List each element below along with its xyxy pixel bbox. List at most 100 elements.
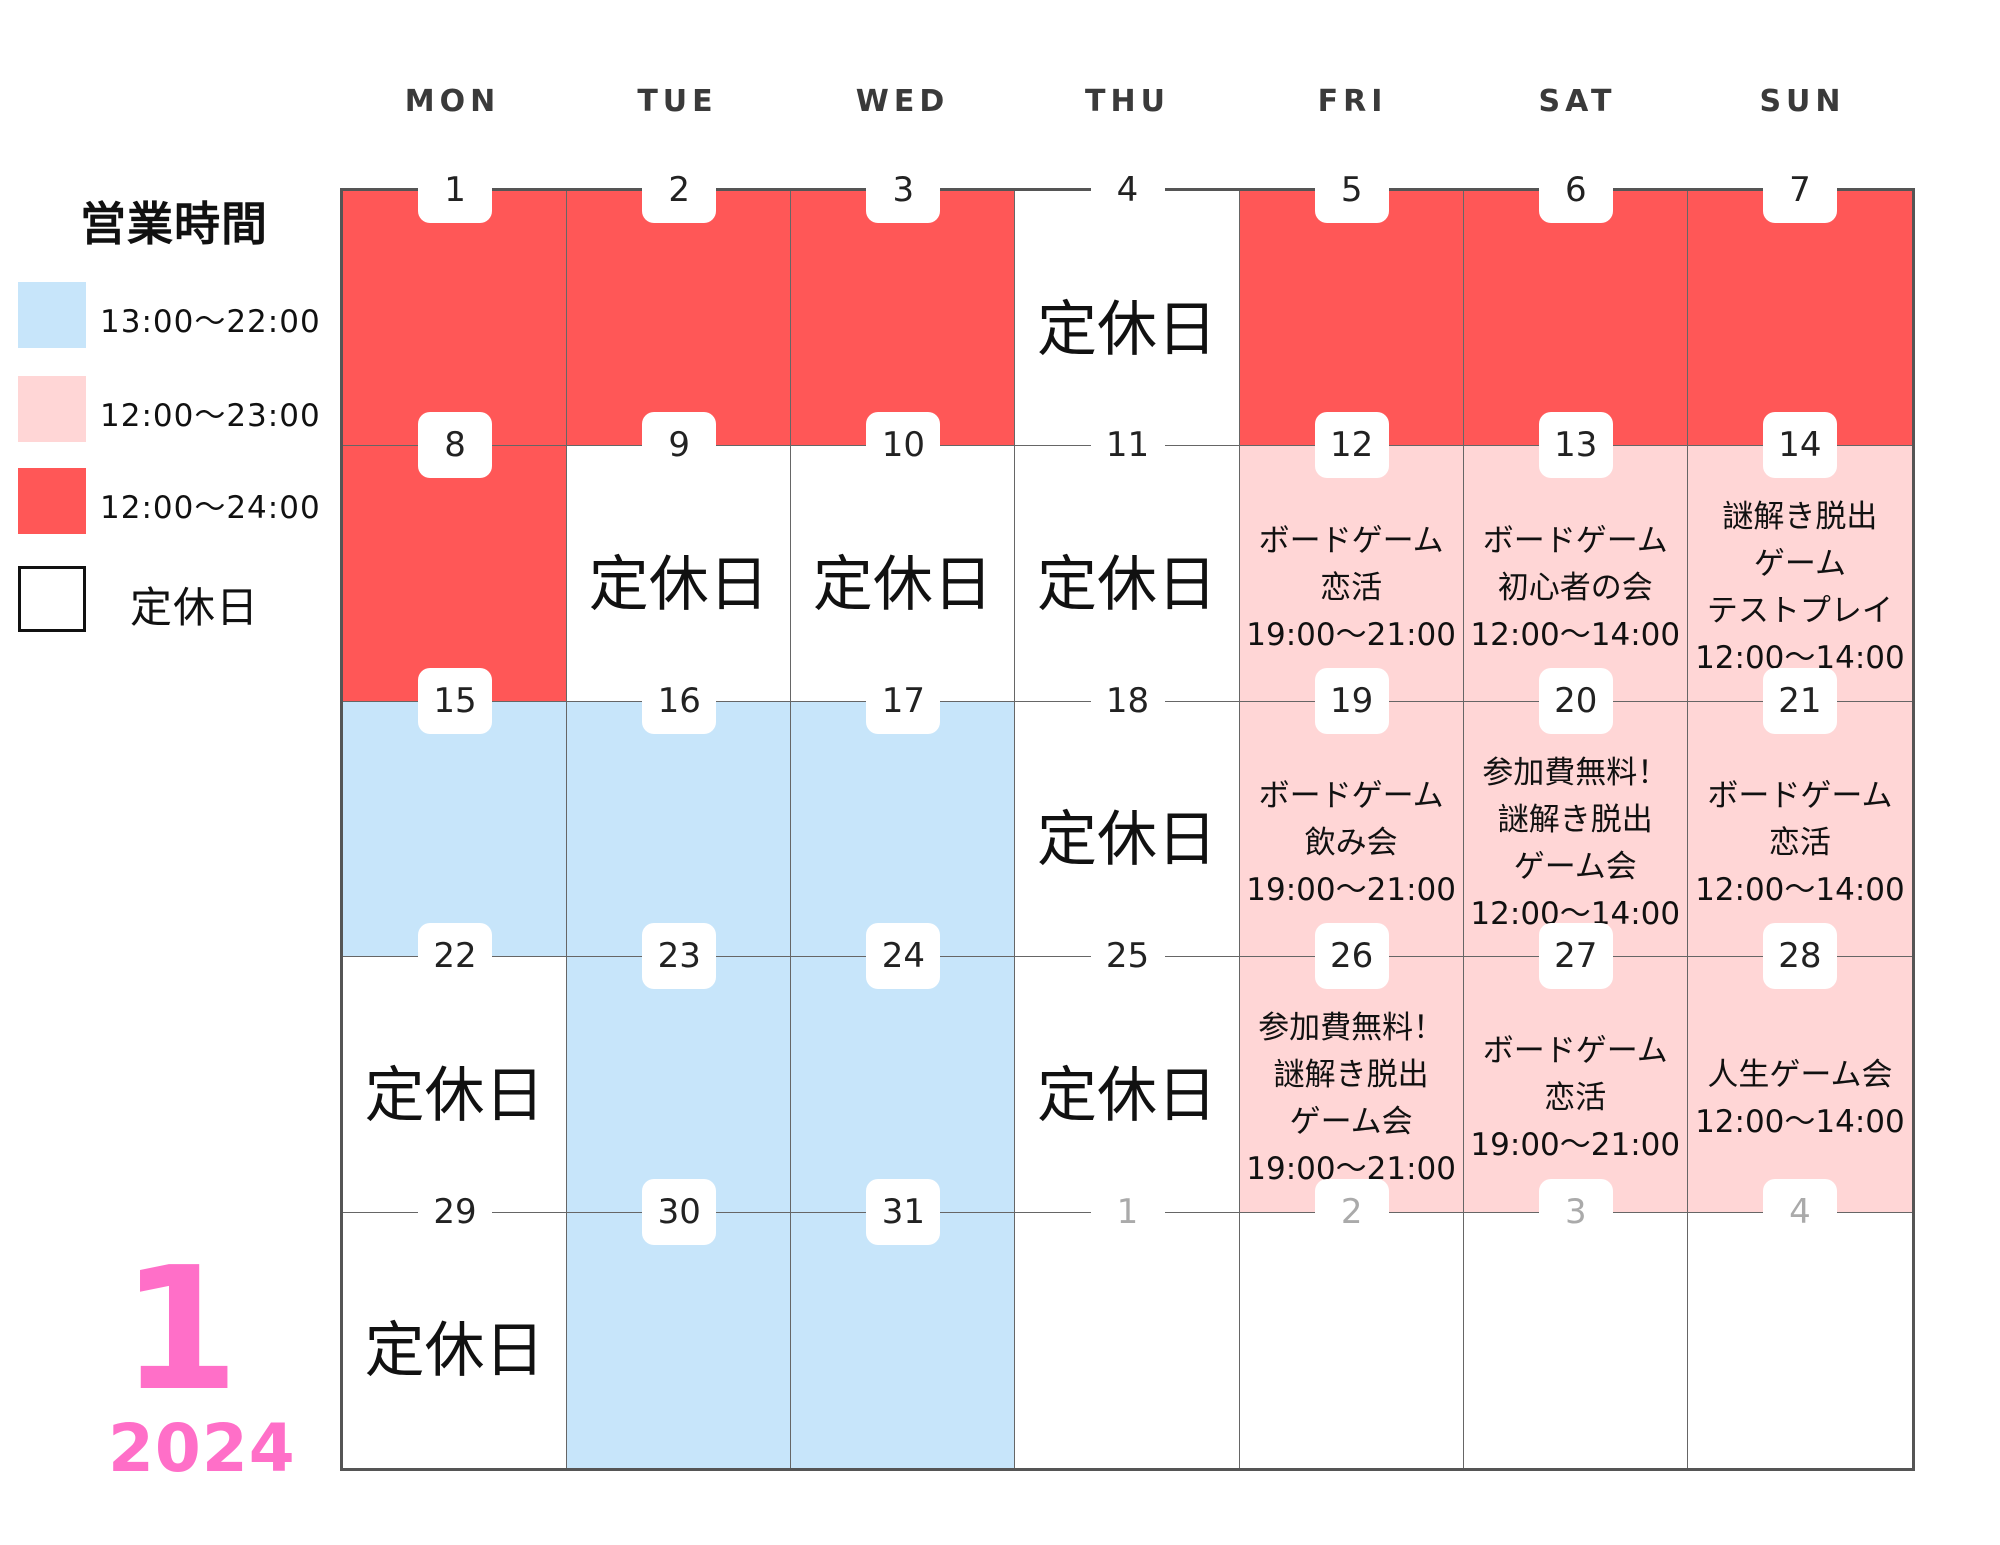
calendar-day-cell[interactable]: ボードゲーム 飲み会 19:00〜21:00 [1239, 701, 1464, 958]
day-number: 23 [642, 923, 717, 990]
event-line: 謎解き脱出 [1722, 499, 1878, 536]
event-line: ゲーム会 [1513, 848, 1637, 885]
calendar-day-cell[interactable] [567, 191, 792, 447]
event-line: 恋活 [1544, 1080, 1607, 1117]
day-number: 28 [1762, 923, 1837, 990]
calendar-day-cell[interactable] [567, 1212, 792, 1468]
event-description: 人生ゲーム会 12:00〜14:00 [1688, 1052, 1912, 1146]
calendar-day-cell[interactable]: 参加費無料！ 謎解き脱出 ゲーム会 12:00〜14:00 [1463, 701, 1688, 958]
calendar-day-cell[interactable] [1239, 1212, 1464, 1468]
legend-swatch-red [18, 468, 86, 534]
event-line: 19:00〜21:00 [1246, 871, 1456, 908]
calendar-day-cell[interactable]: ボードゲーム 初心者の会 12:00〜14:00 [1463, 446, 1688, 702]
event-line: 恋活 [1768, 824, 1831, 861]
calendar-day-cell[interactable]: 定休日 [1015, 446, 1240, 702]
day-number: 4 [1762, 1178, 1837, 1245]
calendar-day-cell[interactable]: 参加費無料！ 謎解き脱出 ゲーム会 19:00〜21:00 [1239, 957, 1464, 1213]
day-number: 18 [1090, 667, 1165, 734]
event-line: 参加費無料！ [1482, 754, 1669, 791]
day-number: 15 [418, 667, 493, 734]
calendar-day-cell[interactable] [343, 191, 568, 447]
weekday-mon: MON [404, 84, 501, 119]
calendar-day-cell[interactable] [343, 446, 568, 702]
year-label: 2024 [108, 1410, 296, 1487]
day-number: 1 [418, 157, 493, 223]
calendar-day-cell[interactable] [567, 957, 792, 1213]
calendar-day-cell[interactable]: 定休日 [343, 957, 568, 1213]
event-line: ボードゲーム [1482, 522, 1668, 559]
calendar-day-cell[interactable]: ボードゲーム 恋活 19:00〜21:00 [1239, 446, 1464, 702]
event-line: 飲み会 [1304, 824, 1398, 861]
weekday-sun: SUN [1759, 84, 1846, 119]
day-number: 13 [1538, 412, 1613, 479]
closed-day-label: 定休日 [1036, 550, 1217, 621]
weekday-sat: SAT [1538, 84, 1617, 119]
calendar-day-cell[interactable]: 定休日 [567, 446, 792, 702]
event-description: ボードゲーム 恋活 12:00〜14:00 [1688, 773, 1912, 914]
calendar-day-cell[interactable] [791, 957, 1016, 1213]
calendar-day-cell[interactable] [791, 191, 1016, 447]
day-number: 20 [1538, 667, 1613, 734]
calendar-day-cell[interactable]: 定休日 [343, 1212, 568, 1468]
day-number: 26 [1314, 923, 1389, 990]
day-number: 12 [1314, 412, 1389, 479]
calendar-grid: 1 2 3 定休日 4 5 6 7 8 定休日 9 定休日 10 定休日 11 ボードゲーム 恋活 19:00〜2… [340, 157, 1915, 1471]
calendar-day-cell[interactable] [1463, 1212, 1688, 1468]
day-number: 9 [642, 412, 717, 479]
day-number: 11 [1090, 412, 1165, 479]
day-number: 10 [866, 412, 941, 479]
event-line: テストプレイ [1706, 593, 1893, 630]
calendar-day-cell[interactable] [1463, 191, 1688, 447]
day-number: 3 [866, 157, 941, 223]
weekday-wed: WED [855, 84, 950, 119]
calendar-day-cell[interactable]: 定休日 [1015, 701, 1240, 958]
day-number: 16 [642, 667, 717, 734]
legend-swatch-closed [18, 566, 86, 632]
day-number: 19 [1314, 667, 1389, 734]
day-number: 1 [1090, 1178, 1165, 1245]
event-description: ボードゲーム 恋活 19:00〜21:00 [1464, 1028, 1687, 1169]
event-line: ボードゲーム [1707, 777, 1893, 814]
closed-day-label: 定休日 [1036, 805, 1217, 876]
day-number: 21 [1762, 667, 1837, 734]
calendar-day-cell[interactable]: 謎解き脱出 ゲーム テストプレイ 12:00〜14:00 [1687, 446, 1912, 702]
calendar-day-cell[interactable] [567, 701, 792, 958]
legend-label-blue: 13:00〜22:00 [100, 304, 321, 340]
event-line: 謎解き脱出 [1497, 801, 1653, 838]
legend-label-pink: 12:00〜23:00 [100, 398, 321, 434]
closed-day-label: 定休日 [364, 1316, 545, 1387]
day-number: 6 [1538, 157, 1613, 223]
calendar-day-cell[interactable] [1015, 1212, 1240, 1468]
weekday-fri: FRI [1317, 84, 1388, 119]
calendar-day-cell[interactable] [1687, 191, 1912, 447]
closed-day-label: 定休日 [1036, 1060, 1217, 1131]
calendar-day-cell[interactable]: ボードゲーム 恋活 12:00〜14:00 [1687, 701, 1912, 958]
calendar-day-cell[interactable]: 定休日 [1015, 191, 1240, 447]
event-line: 人生ゲーム会 [1707, 1056, 1893, 1093]
legend-label-red: 12:00〜24:00 [100, 490, 321, 526]
closed-day-label: 定休日 [364, 1060, 545, 1131]
day-number: 7 [1762, 157, 1837, 223]
calendar-day-cell[interactable] [1687, 1212, 1912, 1468]
closed-day-label: 定休日 [812, 550, 993, 621]
calendar-day-cell[interactable] [1239, 191, 1464, 447]
event-line: ボードゲーム [1258, 522, 1444, 559]
calendar-day-cell[interactable]: ボードゲーム 恋活 19:00〜21:00 [1463, 957, 1688, 1213]
calendar-day-cell[interactable] [343, 701, 568, 958]
event-line: 謎解き脱出 [1273, 1057, 1429, 1094]
closed-day-label: 定休日 [588, 550, 769, 621]
event-line: 19:00〜21:00 [1246, 616, 1456, 653]
calendar-day-cell[interactable] [791, 701, 1016, 958]
legend-label-closed: 定休日 [130, 583, 260, 632]
event-description: 参加費無料！ 謎解き脱出 ゲーム会 12:00〜14:00 [1464, 750, 1687, 938]
event-line: 12:00〜14:00 [1470, 616, 1681, 653]
legend-title: 営業時間 [80, 197, 268, 251]
day-number: 5 [1314, 157, 1389, 223]
calendar-day-cell[interactable]: 定休日 [1015, 957, 1240, 1213]
calendar-day-cell[interactable]: 定休日 [791, 446, 1016, 702]
day-number: 4 [1090, 157, 1165, 223]
calendar-day-cell[interactable] [791, 1212, 1016, 1468]
legend-swatch-blue [18, 282, 86, 348]
calendar-day-cell[interactable]: 人生ゲーム会 12:00〜14:00 [1687, 957, 1912, 1213]
day-number: 24 [866, 923, 941, 990]
